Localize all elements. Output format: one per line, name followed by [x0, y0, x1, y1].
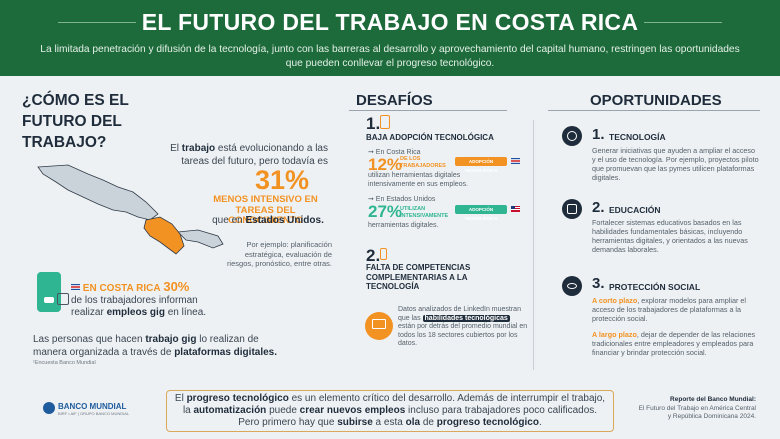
costa-rica-flag-icon — [71, 284, 80, 290]
laptop-icon — [57, 293, 69, 305]
stat-27-percent: 27% — [368, 202, 403, 221]
desafios-divider — [349, 110, 507, 111]
united-states-detail: herramientas digitales. — [368, 222, 439, 229]
opportunity-3-number: 3. — [592, 275, 605, 292]
education-icon — [562, 199, 582, 219]
world-bank-logo-icon — [43, 402, 55, 414]
column-divider — [533, 120, 534, 370]
adoption-badge-us: ADOPCIÓN TECNOLÓGICA — [455, 205, 507, 221]
opportunity-2-number: 2. — [592, 199, 605, 216]
challenge-1-title: BAJA ADOPCIÓN TECNOLÓGICA — [366, 133, 494, 142]
united-states-label: ➞ En Estados Unidos — [368, 196, 436, 203]
oportunidades-title: OPORTUNIDADES — [590, 92, 722, 109]
opportunity-3-long-term: A largo plazo, dejar de depender de las … — [592, 330, 756, 357]
costa-rica-detail: utilizan herramientas digitales intensiv… — [368, 172, 468, 188]
central-america-map — [37, 164, 224, 255]
costa-rica-shape — [143, 216, 185, 255]
future-question-title: ¿CÓMO ES EL FUTURO DEL TRABAJO? — [22, 92, 129, 151]
title-divider-right — [644, 22, 722, 23]
stat-12-description: DE LOS TRABAJADORES — [400, 156, 446, 169]
oportunidades-divider — [548, 110, 760, 111]
opportunity-1-body: Generar iniciativas que ayuden a ampliar… — [592, 146, 759, 182]
world-bank-subtitle: BIRF • AIF | GRUPO BANCO MUNDIAL — [58, 411, 130, 416]
globe-icon — [562, 126, 582, 146]
title-divider-left — [58, 22, 136, 23]
laptop-icon — [372, 319, 386, 329]
stat-31-description: MENOS INTENSIVO EN TAREAS DEL CONOCIMIEN… — [213, 194, 318, 226]
handshake-icon — [562, 276, 582, 296]
page-subtitle: La limitada penetración y difusión de la… — [40, 44, 740, 69]
report-title: Reporte del Banco Mundial: — [670, 396, 756, 403]
central-america-outline — [37, 164, 159, 221]
header-banner — [0, 0, 780, 76]
page-title: EL FUTURO DEL TRABAJO EN COSTA RICA — [141, 9, 639, 35]
intro-paragraph: El trabajo está evolucionando a las tare… — [170, 143, 328, 167]
challenge-1-number: 1. — [366, 114, 381, 133]
example-note: Por ejemplo: planificación estratégica, … — [226, 240, 332, 268]
panama-outline — [177, 229, 224, 249]
comparison-text: que en Estados Unidos. — [212, 215, 324, 226]
report-name: El Futuro del Trabajo en América Central… — [638, 405, 756, 420]
footer-callout — [166, 390, 614, 432]
skills-icon-circle — [365, 312, 393, 340]
platforms-text: Las personas que hacen trabajo gig lo re… — [33, 334, 278, 358]
challenge-2-number: 2. — [366, 246, 381, 265]
footer-statement: El progreso tecnológico es un elemento c… — [174, 393, 606, 428]
phone-screen-icon — [44, 297, 54, 303]
opportunity-2-heading: EDUCACIÓN — [609, 205, 661, 215]
world-bank-name: BANCO MUNDIAL — [58, 402, 127, 411]
opportunity-1-number: 1. — [592, 126, 605, 143]
phone-icon — [37, 272, 61, 312]
costa-rica-label: ➞ En Costa Rica — [368, 149, 421, 156]
usa-flag-icon — [511, 206, 520, 212]
stat-31-percent: 31% — [254, 165, 310, 195]
opportunity-2-body: Fortalecer sistemas educativos basados e… — [592, 218, 748, 254]
challenge-2-detail: Datos analizados de LinkedIn muestran qu… — [398, 306, 528, 347]
opportunity-3-short-term: A corto plazo, explorar modelos para amp… — [592, 296, 746, 323]
gig-stat-text: EN COSTA RICA 30% de los trabajadores in… — [71, 279, 207, 318]
title-wrapper: EL FUTURO DEL TRABAJO EN COSTA RICA — [0, 7, 780, 37]
survey-footnote: ¹Encuesta Banco Mundial — [33, 360, 96, 366]
opportunity-1-heading: TECNOLOGÍA — [609, 132, 666, 142]
mobile-icon — [380, 248, 387, 260]
costa-rica-flag-icon — [511, 158, 520, 164]
challenge-2-title: FALTA DE COMPETENCIAS COMPLEMENTARIAS A … — [366, 263, 471, 291]
desafios-title: DESAFÍOS — [356, 92, 433, 109]
adoption-badge-cr: ADOPCIÓN TECNOLÓGICA — [455, 157, 507, 173]
opportunity-3-heading: PROTECCIÓN SOCIAL — [609, 282, 701, 292]
stat-27-description: UTILIZAN INTENSIVAMENTE — [400, 206, 449, 219]
tablet-icon — [380, 115, 390, 129]
stat-12-percent: 12% — [368, 155, 403, 174]
